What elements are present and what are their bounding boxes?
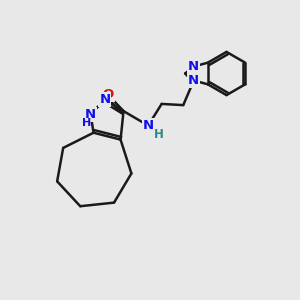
Text: O: O (102, 88, 114, 101)
Text: N: N (188, 60, 199, 73)
Text: H: H (82, 118, 92, 128)
Text: N: N (99, 93, 110, 106)
Text: N: N (188, 74, 199, 87)
Text: N: N (142, 119, 154, 132)
Text: H: H (154, 128, 164, 141)
Text: N: N (85, 108, 96, 121)
